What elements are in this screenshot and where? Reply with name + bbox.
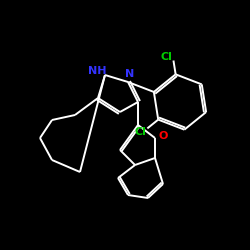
Text: N: N <box>126 69 134 79</box>
Text: Cl: Cl <box>160 52 172 62</box>
Text: Cl: Cl <box>134 128 146 138</box>
Text: NH: NH <box>88 66 106 76</box>
Text: O: O <box>158 131 168 141</box>
